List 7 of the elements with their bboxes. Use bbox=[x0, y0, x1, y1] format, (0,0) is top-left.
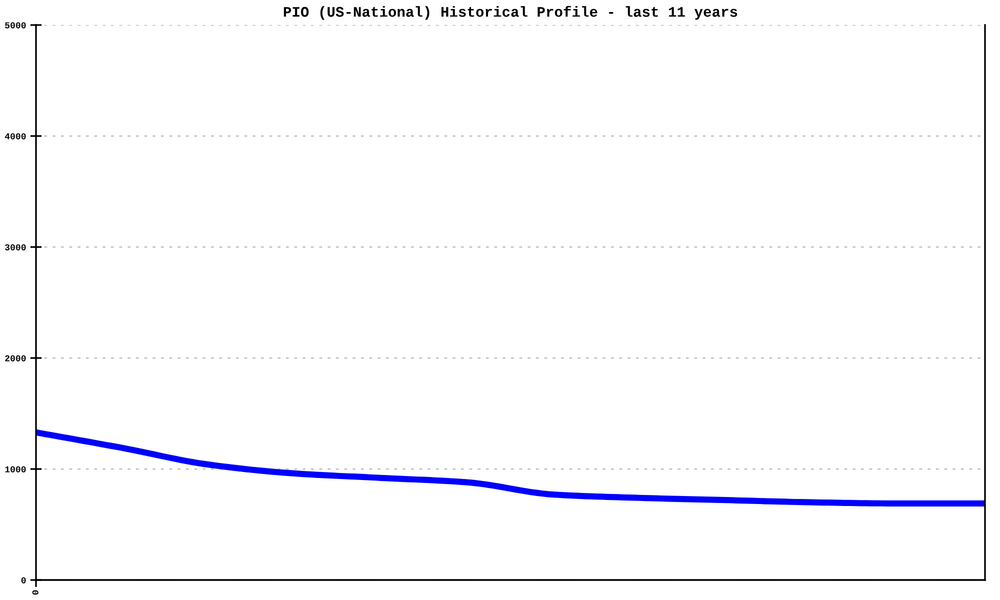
y-tick-label: 5000 bbox=[5, 22, 26, 28]
y-tick-label: 3000 bbox=[5, 244, 26, 250]
y-tick-label: 2000 bbox=[5, 355, 26, 362]
y-tick-label: 1000 bbox=[5, 466, 26, 472]
y-tick-label: 0 bbox=[21, 577, 26, 584]
y-tick-label: 4000 bbox=[4, 133, 26, 140]
chart-title: PIO (US-National) Historical Profile - last 11 years bbox=[284, 6, 738, 20]
